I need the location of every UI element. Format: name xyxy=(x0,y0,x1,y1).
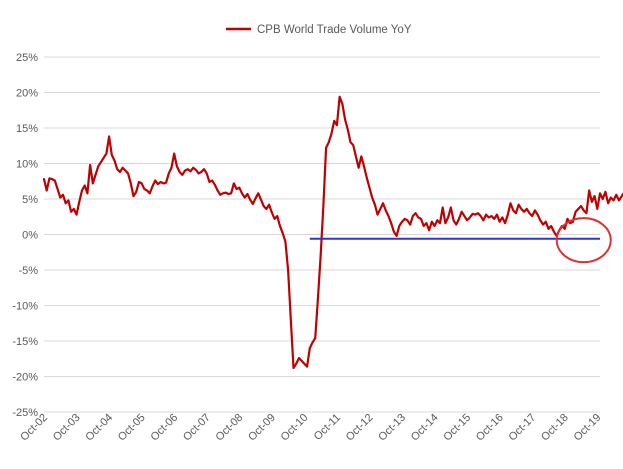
x-tick-label: Oct-13 xyxy=(376,412,408,444)
x-tick-label: Oct-07 xyxy=(181,412,213,444)
x-tick-label: Oct-16 xyxy=(474,412,506,444)
highlight-circle-annotation xyxy=(555,217,612,264)
series-layer xyxy=(42,95,623,370)
x-tick-label: Oct-05 xyxy=(116,412,148,444)
y-tick-label: 5% xyxy=(22,194,38,206)
series-line-cpb-world-trade-volume-yoy xyxy=(42,95,623,370)
x-tick-label: Oct-14 xyxy=(409,412,441,444)
legend-label: CPB World Trade Volume YoY xyxy=(257,24,412,36)
y-tick-label: -10% xyxy=(12,301,38,313)
x-tick-label: Oct-10 xyxy=(279,412,311,444)
y-axis-ticks: 25% 20% 15% 10% 5% 0% -5% -10% -15% -20% -25% xyxy=(12,52,38,419)
y-tick-label: -5% xyxy=(18,265,38,277)
x-tick-label: Oct-18 xyxy=(539,412,571,444)
y-tick-label: -25% xyxy=(12,407,38,419)
y-tick-label: 0% xyxy=(22,230,38,242)
x-tick-label: Oct-15 xyxy=(441,412,473,444)
x-tick-label: Oct-17 xyxy=(506,412,538,444)
x-tick-label: Oct-06 xyxy=(148,412,180,444)
y-tick-label: 20% xyxy=(16,88,38,100)
x-tick-label: Oct-19 xyxy=(572,412,604,444)
y-tick-label: -20% xyxy=(12,372,38,384)
y-tick-label: 15% xyxy=(16,123,38,135)
y-tick-label: -15% xyxy=(12,336,38,348)
x-axis-ticks: Oct-02 Oct-03 Oct-04 Oct-05 Oct-06 Oct-07 Oct-… xyxy=(18,412,603,444)
x-tick-label: Oct-09 xyxy=(246,412,278,444)
y-tick-label: 25% xyxy=(16,52,38,64)
x-tick-label: Oct-08 xyxy=(214,412,246,444)
annotations xyxy=(309,217,612,264)
x-tick-label: Oct-03 xyxy=(51,412,83,444)
y-tick-label: 10% xyxy=(16,159,38,171)
x-tick-label: Oct-11 xyxy=(312,412,343,443)
x-tick-label: Oct-04 xyxy=(83,412,115,444)
x-tick-label: Oct-12 xyxy=(344,412,376,444)
legend: CPB World Trade Volume YoY xyxy=(226,24,412,36)
